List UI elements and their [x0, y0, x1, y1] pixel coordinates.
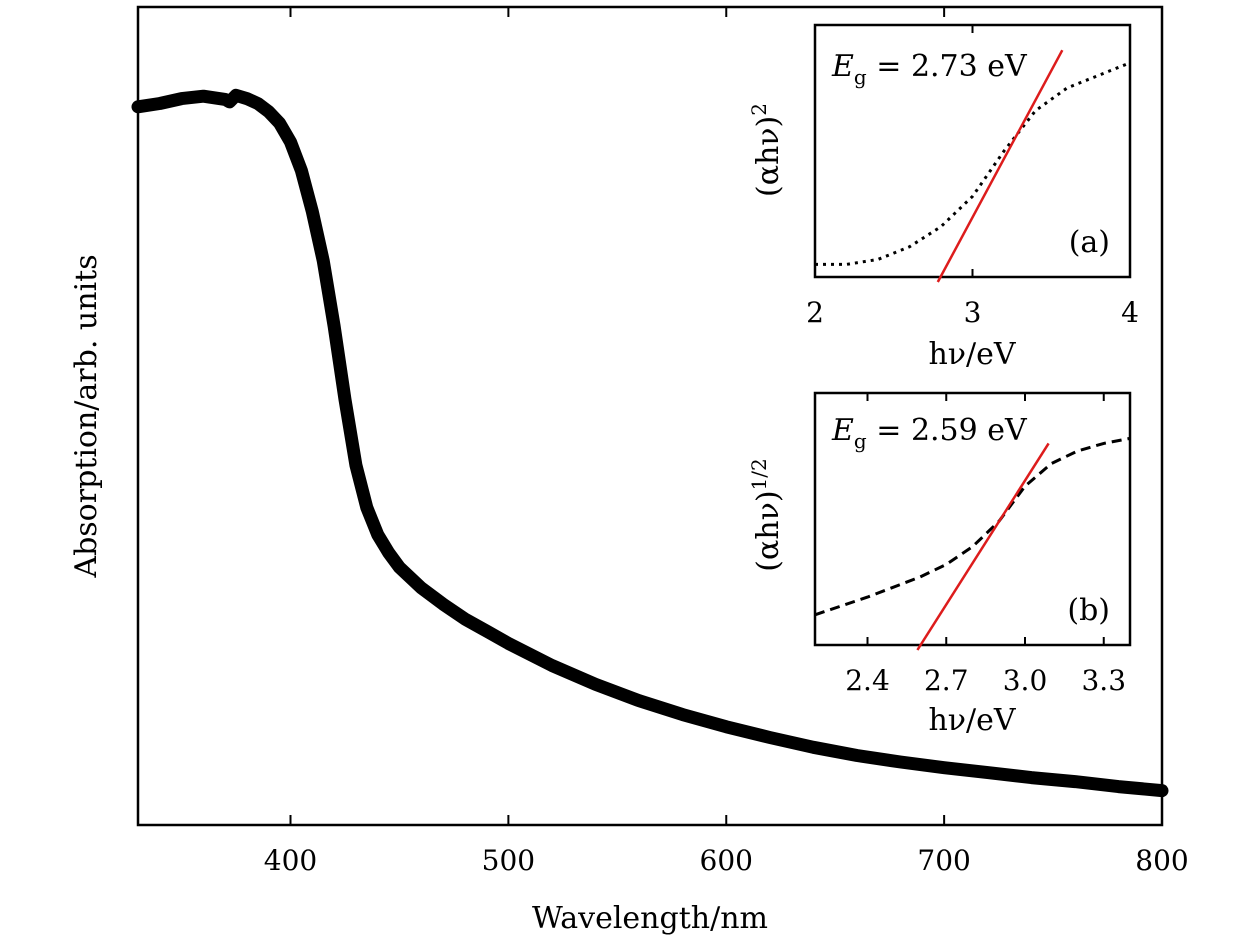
main-x-ticks: 400 500 600 700 800 [264, 7, 1189, 877]
inset-a-x-tick-label: 3 [964, 296, 982, 329]
inset-a-x-axis-label: hν/eV [928, 337, 1016, 372]
inset-a-fit-line [936, 49, 1064, 283]
main-absorption-curve [131, 88, 1169, 798]
inset-a-panel-label: (a) [1069, 225, 1110, 260]
main-x-axis-label: Wavelength/nm [532, 901, 768, 936]
inset-b-y-axis-label: (αhν)1/2 [747, 458, 786, 571]
inset-b-x-tick-label: 3.0 [1003, 664, 1048, 697]
inset-a-frame [813, 23, 1132, 279]
inset-a-data-curve [815, 61, 1131, 266]
inset-b-x-axis-label: hν/eV [928, 703, 1016, 738]
main-y-axis-label: Absorption/arb. units [69, 254, 104, 578]
main-x-tick-label: 800 [1135, 844, 1188, 877]
inset-a-x-tick-label: 4 [1121, 296, 1139, 329]
inset-b: 2.4 2.7 3.0 3.3 Eg = 2.59 eV (b) hν/eV (αhν… [747, 391, 1132, 738]
main-plot: 400 500 600 700 800 Wavelength/nm Absorption… [69, 5, 1189, 936]
inset-b-eg-annotation: Eg = 2.59 eV [831, 413, 1028, 453]
inset-b-x-ticks: 2.4 2.7 3.0 3.3 [845, 393, 1126, 697]
inset-b-x-tick-label: 2.4 [845, 664, 890, 697]
inset-b-fit-line [916, 442, 1050, 651]
inset-a-x-tick-label: 2 [806, 296, 824, 329]
main-x-tick-label: 500 [482, 844, 535, 877]
main-x-tick-label: 400 [264, 844, 317, 877]
inset-a-eg-annotation: Eg = 2.73 eV [831, 49, 1028, 89]
inset-b-panel-label: (b) [1067, 593, 1110, 628]
main-x-tick-label: 700 [917, 844, 970, 877]
inset-a: 2 3 4 Eg = 2.73 eV (a) hν/eV (αhν)2 [747, 23, 1139, 372]
inset-a-y-axis-label: (αhν)2 [747, 103, 786, 197]
inset-b-x-tick-label: 2.7 [924, 664, 969, 697]
inset-b-x-tick-label: 3.3 [1081, 664, 1126, 697]
inset-b-frame [813, 391, 1132, 647]
main-x-tick-label: 600 [700, 844, 753, 877]
inset-a-x-ticks: 2 3 4 [806, 25, 1139, 329]
main-plot-frame [136, 5, 1164, 827]
